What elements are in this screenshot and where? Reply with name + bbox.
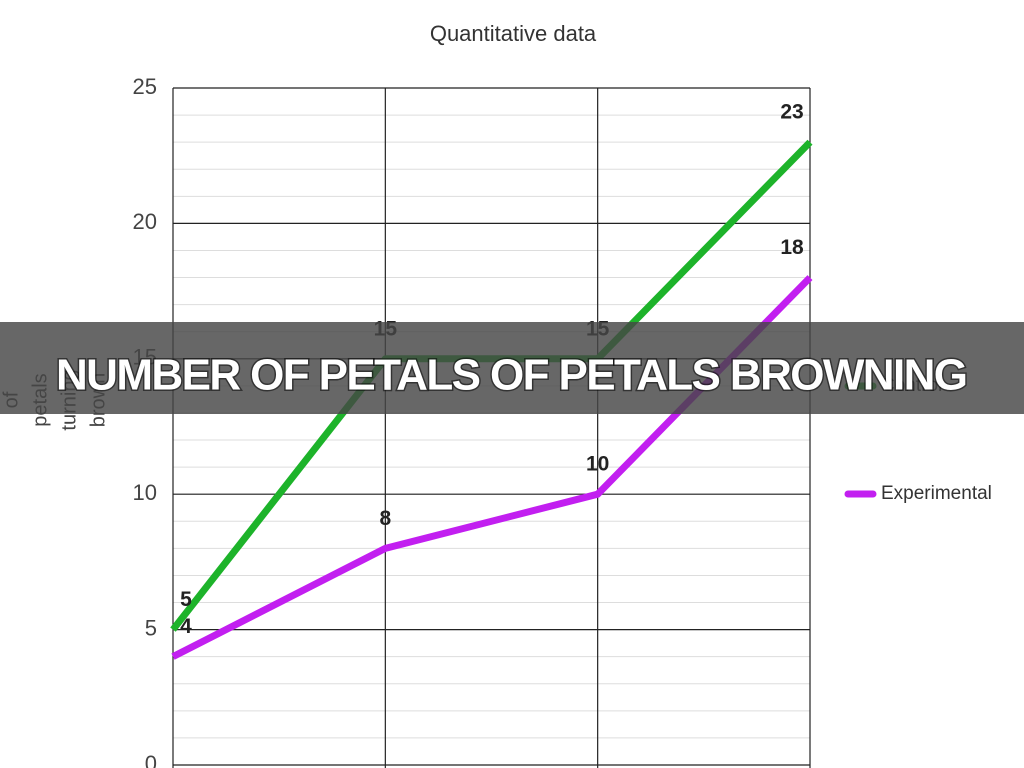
- data-label: 23: [780, 101, 803, 124]
- data-label: 4: [180, 615, 192, 638]
- data-label: 18: [780, 236, 804, 259]
- data-label: 10: [586, 453, 609, 476]
- banner: [0, 322, 1024, 414]
- y-tick-label: 5: [145, 615, 157, 640]
- y-tick-label: 20: [133, 209, 157, 234]
- data-label: 8: [379, 507, 391, 530]
- chart-title: Quantitative data: [430, 21, 597, 46]
- y-tick-label: 10: [133, 480, 157, 505]
- data-label: 5: [180, 588, 192, 611]
- y-tick-label: 0: [145, 751, 157, 768]
- banner-text: NUMBER OF PETALS OF PETALS BROWNING: [56, 351, 968, 400]
- y-tick-label: 25: [133, 74, 157, 99]
- legend-label: Experimental: [881, 483, 992, 504]
